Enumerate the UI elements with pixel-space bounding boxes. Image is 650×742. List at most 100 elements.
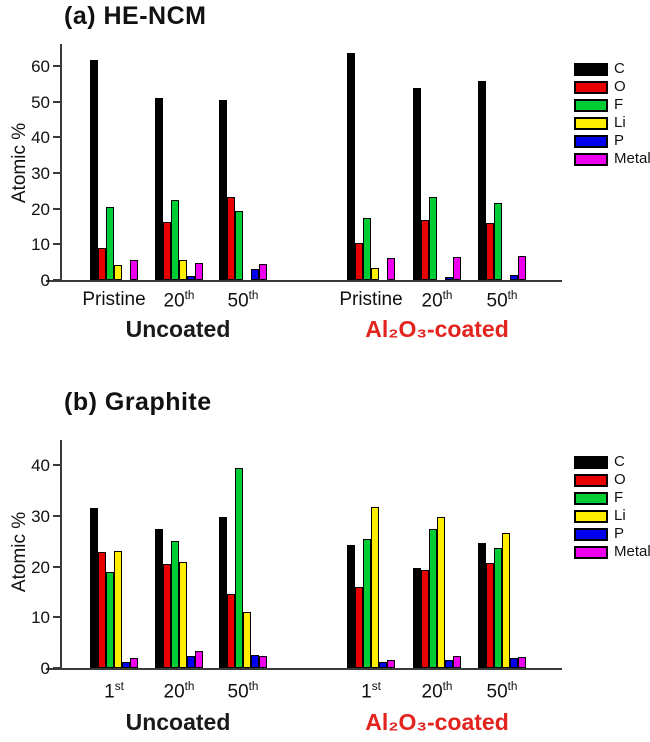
- y-tick-label: 20: [31, 199, 50, 219]
- section-caption-uncoated: Uncoated: [125, 316, 231, 342]
- x-category-label-ordinal: th: [507, 680, 518, 693]
- legend-label-F: F: [614, 96, 624, 113]
- x-category-label-ordinal: th: [184, 680, 195, 693]
- bar-uncoated-20th-P: [187, 656, 195, 668]
- legend-swatch-C: [574, 63, 608, 76]
- bar-coated-Pristine-C: [347, 53, 355, 280]
- legend-swatch-Metal: [574, 546, 608, 559]
- y-axis-label: Atomic %: [9, 122, 30, 204]
- y-tick-mark: [53, 565, 60, 568]
- legend-label-Li: Li: [614, 507, 626, 524]
- bar-coated-50th-O: [486, 563, 494, 668]
- x-category-label-text: 20: [421, 681, 443, 703]
- y-tick-mark: [53, 136, 60, 139]
- bar-uncoated-20th-P: [187, 276, 195, 280]
- x-category-label-text: 50: [227, 290, 249, 312]
- bar-coated-20th-O: [421, 220, 429, 280]
- x-category-label-uncoated-50th: 50th: [228, 289, 259, 312]
- y-tick-mark: [53, 64, 60, 67]
- bar-coated-20th-Li: [437, 517, 445, 668]
- y-tick-label: 40: [31, 456, 50, 475]
- bar-coated-1st-Metal: [387, 660, 395, 668]
- bar-uncoated-Pristine-O: [98, 248, 106, 280]
- section-caption-uncoated: Uncoated: [125, 709, 231, 735]
- y-tick-mark: [53, 243, 60, 246]
- legend-label-C: C: [614, 453, 625, 470]
- bar-coated-50th-F: [494, 203, 502, 280]
- bar-coated-1st-O: [355, 587, 363, 668]
- bar-uncoated-Pristine-C: [90, 60, 98, 280]
- legend-swatch-O: [574, 81, 608, 94]
- bar-uncoated-50th-C: [219, 100, 227, 280]
- legend-swatch-P: [574, 135, 608, 148]
- x-category-label-text: 20: [421, 290, 443, 312]
- x-category-label-text: 50: [486, 290, 508, 312]
- bar-coated-50th-C: [478, 81, 486, 280]
- y-tick-label: 10: [31, 235, 50, 255]
- x-category-label-coated-1st: 1st: [361, 680, 381, 703]
- x-category-label-uncoated-Pristine: Pristine: [82, 289, 145, 311]
- bar-coated-20th-Metal: [453, 257, 461, 280]
- legend-label-P: P: [614, 132, 625, 149]
- legend-label-Metal: Metal: [614, 543, 650, 560]
- y-tick-mark: [53, 279, 60, 281]
- bar-uncoated-50th-O: [227, 197, 235, 280]
- bar-uncoated-50th-O: [227, 594, 235, 668]
- bar-uncoated-1st-P: [122, 662, 130, 668]
- x-category-label-text: 20: [163, 290, 185, 312]
- x-category-label-text: Pristine: [339, 289, 403, 310]
- x-category-label-uncoated-20th: 20th: [164, 289, 195, 312]
- bar-uncoated-50th-F: [235, 468, 243, 668]
- legend-swatch-Metal: [574, 153, 608, 166]
- legend-label-Metal: Metal: [614, 150, 650, 167]
- bar-coated-20th-F: [429, 197, 437, 280]
- bar-coated-1st-Li: [371, 507, 379, 668]
- x-category-label-coated-Pristine: Pristine: [339, 289, 402, 311]
- bar-uncoated-50th-P: [251, 655, 259, 668]
- bar-uncoated-20th-Metal: [195, 651, 203, 668]
- x-category-label-coated-50th: 50th: [487, 680, 518, 703]
- bar-uncoated-50th-Metal: [259, 656, 267, 668]
- y-tick-mark: [53, 171, 60, 174]
- legend-swatch-P: [574, 528, 608, 541]
- y-tick-mark: [53, 514, 60, 517]
- x-category-label-ordinal: th: [248, 289, 259, 302]
- bar-uncoated-50th-F: [235, 211, 243, 280]
- x-category-label-coated-20th: 20th: [422, 680, 453, 703]
- x-category-label-ordinal: th: [507, 289, 518, 302]
- y-axis-label: Atomic %: [9, 511, 30, 593]
- bar-uncoated-1st-O: [98, 552, 106, 668]
- bar-coated-Pristine-Metal: [387, 258, 395, 280]
- bar-uncoated-50th-Metal: [259, 264, 267, 280]
- x-category-label-ordinal: th: [248, 680, 259, 693]
- bar-uncoated-Pristine-Metal: [130, 260, 138, 280]
- y-tick-label: 30: [31, 163, 50, 183]
- legend-label-Li: Li: [614, 114, 626, 131]
- x-category-label-coated-50th: 50th: [487, 289, 518, 312]
- bar-uncoated-Pristine-Li: [114, 265, 122, 280]
- x-category-label-ordinal: st: [114, 680, 124, 693]
- bar-uncoated-50th-C: [219, 517, 227, 668]
- legend-label-F: F: [614, 489, 624, 506]
- legend-swatch-Li: [574, 117, 608, 130]
- legend-swatch-F: [574, 492, 608, 505]
- bar-coated-1st-F: [363, 539, 371, 668]
- x-category-label-uncoated-50th: 50th: [228, 680, 259, 703]
- y-tick-label: 10: [31, 608, 50, 628]
- bar-uncoated-20th-Li: [179, 562, 187, 668]
- x-category-label-text: 50: [486, 681, 508, 703]
- bar-coated-50th-F: [494, 548, 502, 668]
- bar-coated-50th-Metal: [518, 657, 526, 668]
- bar-uncoated-1st-Metal: [130, 658, 138, 668]
- legend-swatch-F: [574, 99, 608, 112]
- bar-coated-1st-C: [347, 545, 355, 668]
- bar-uncoated-1st-Li: [114, 551, 122, 668]
- y-tick-mark: [53, 464, 60, 466]
- bar-coated-Pristine-O: [355, 243, 363, 280]
- bar-coated-50th-Metal: [518, 256, 526, 280]
- bar-coated-20th-C: [413, 88, 421, 280]
- x-axis-line: [46, 280, 562, 282]
